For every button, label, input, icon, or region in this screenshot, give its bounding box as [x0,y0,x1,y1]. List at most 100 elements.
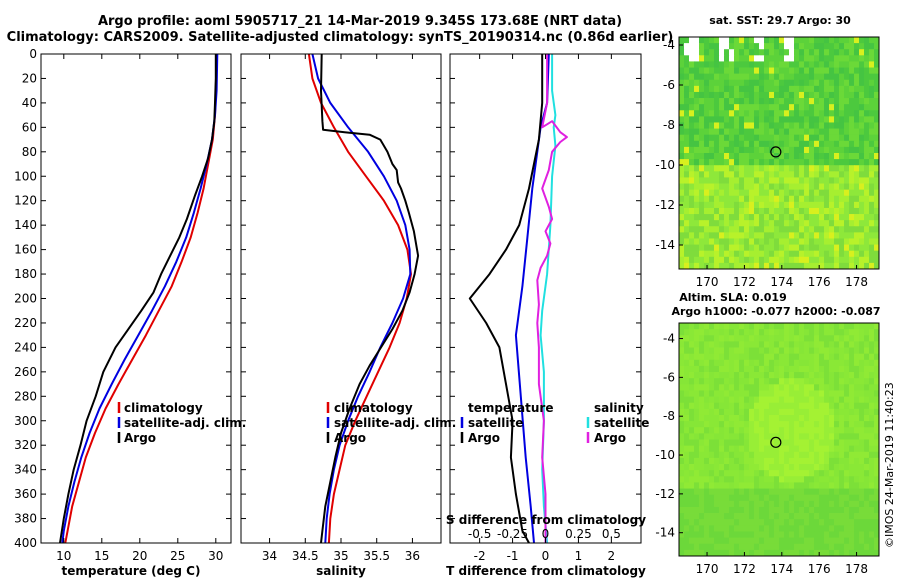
map-cell [749,519,755,526]
map-cell [689,214,695,221]
map-cell [799,140,805,148]
map-cell [844,353,850,361]
map-cell [824,329,830,336]
map-cell [834,201,840,209]
map-cell [694,341,700,348]
map-cell [874,128,880,136]
map-cell [774,543,780,551]
map-cell [804,207,810,215]
map-cell [714,189,720,197]
map-cell [699,476,705,483]
map-cell [774,433,780,440]
map-cell [799,476,805,483]
map-cell [724,329,730,336]
map-cell [724,445,730,453]
map-cell [779,347,785,355]
map-cell [739,543,745,551]
map-cell [754,244,760,252]
map-cell [684,500,690,508]
map-cell [849,128,855,136]
map-cell [699,49,705,56]
map-cell [829,457,835,465]
map-cell [689,195,695,203]
map-cell [679,128,685,136]
map-cell [709,451,715,459]
map-cell [749,457,755,465]
map-cell [689,445,695,453]
map-cell [779,238,785,245]
map-cell [829,146,835,154]
map-cell [784,67,790,75]
map-cell [779,140,785,148]
map-cell [829,329,835,336]
map-cell [749,189,755,197]
map-cell [699,159,705,166]
map-cell [699,91,705,99]
map-cell [769,519,775,526]
map-cell [729,365,735,373]
map-cell [724,146,730,154]
map-cell [804,238,810,245]
map-cell [709,445,715,453]
map-cell [784,543,790,551]
map-cell [834,91,840,99]
map-cell [719,79,725,87]
map-cell [849,525,855,532]
map-cell [714,116,720,123]
map-cell [799,79,805,87]
map-cell [794,378,800,385]
map-cell [749,73,755,81]
map-cell [739,494,745,502]
map-cell [679,427,685,434]
map-cell [729,165,735,172]
map-cell [709,226,715,233]
map-cell [699,537,705,545]
map-cell [834,134,840,142]
map-cell [759,464,765,471]
map-cell [789,140,795,148]
map-cell [849,214,855,221]
map-cell [764,207,770,215]
map-cell [869,171,875,178]
map-cell [764,390,770,397]
map-cell [709,513,715,520]
map-cell [774,488,780,496]
map-cell [684,195,690,203]
map-cell [719,91,725,99]
map-cell [734,494,740,502]
map-cell [774,457,780,465]
map-cell [729,177,735,184]
map-cell [834,537,840,545]
map-cell [764,79,770,87]
map-cell [754,335,760,342]
map-cell [729,159,735,166]
map-cell [814,353,820,361]
map-cell [844,341,850,348]
map-cell [849,110,855,117]
map-cell [819,226,825,233]
map-cell [874,55,880,62]
map-cell [719,195,725,203]
map-cell [789,549,795,557]
map-cell [709,341,715,348]
map-cell [804,329,810,336]
map-cell [689,414,695,422]
salinity-panel: 34 34.5 35 35.5 36 [240,53,442,563]
map-cell [679,91,685,99]
map-cell [734,244,740,252]
map-cell [819,476,825,483]
map-cell [754,500,760,508]
map-cell [804,122,810,129]
map-cell [874,531,880,538]
map-cell [859,384,865,391]
map-cell [839,519,845,526]
map-cell [694,177,700,184]
map-cell [864,232,870,239]
map-cell [814,323,820,330]
map-cell [864,414,870,422]
map-cell [679,244,685,252]
map-cell [724,513,730,520]
map-cell [769,134,775,142]
map-cell [779,439,785,447]
map-cell [794,347,800,355]
